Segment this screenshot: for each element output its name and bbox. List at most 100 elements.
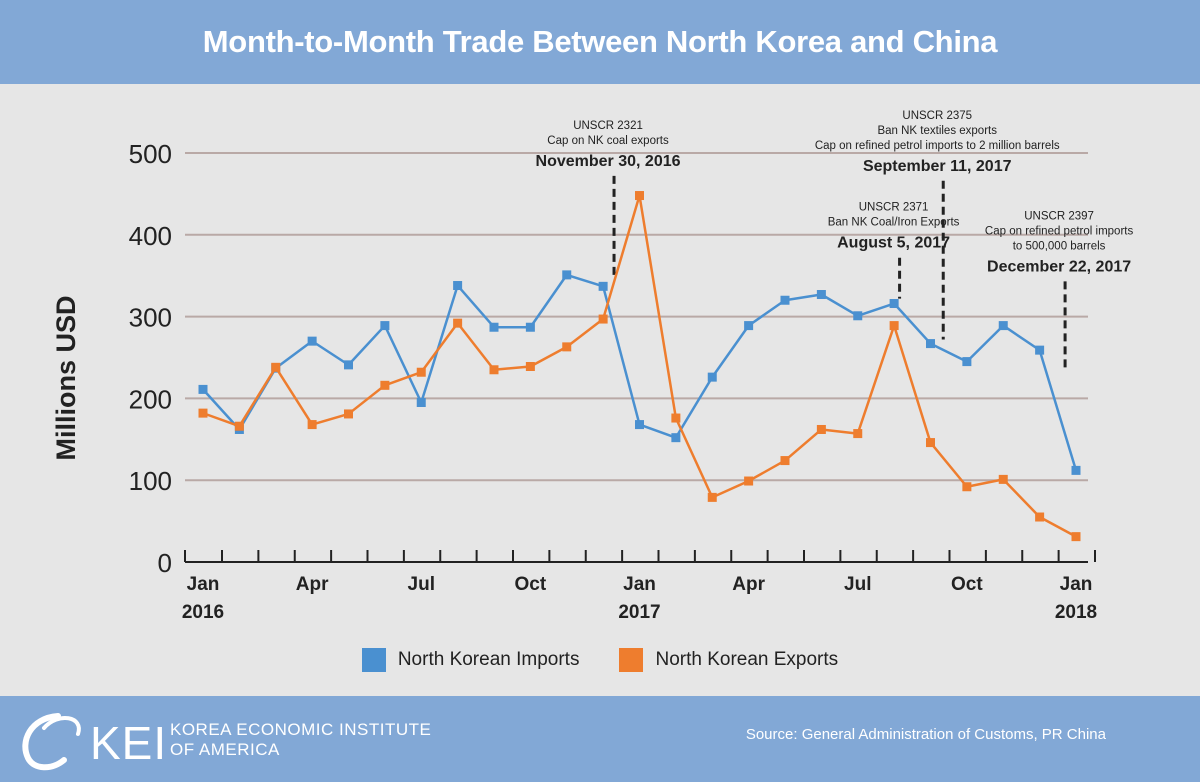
imports-point [416,397,426,407]
imports-swatch [361,648,386,672]
x-tick-label: 2016 [182,602,224,623]
imports-point [889,299,899,309]
imports-point [344,360,353,370]
annotation-date: August 5, 2017 [837,235,950,252]
imports-point [998,321,1008,331]
org-name-line2: OF AMERICA [170,740,280,759]
legend-item-imports: North Korean Imports [361,648,580,672]
imports-point [307,336,317,346]
imports-point [453,281,463,291]
x-tick-label: 2018 [1055,602,1097,623]
footer: KEI KOREA ECONOMIC INSTITUTE OF AMERICA … [0,696,1200,782]
chart-area: 0 100 200 300 400 500 Jan 2016 Apr Jul Oct Jan 2017 A… [0,84,1200,696]
annotation-text: Cap on refined petrol imports [985,225,1134,237]
x-tick-label: Apr [732,574,765,595]
exports-point [234,421,244,431]
exports-point [998,474,1008,484]
x-tick-label: Jan [623,574,656,595]
imports-line [202,273,1078,471]
x-tick-label: Oct [951,574,983,595]
imports-point [635,420,644,430]
legend-label-exports: North Korean Exports [655,649,839,670]
exports-point [926,438,935,448]
imports-point [816,290,826,300]
x-tick-label: Oct [515,574,547,595]
y-tick-label: 500 [129,139,172,169]
chart-title: Month-to-Month Trade Between North Korea… [202,24,998,59]
annotation-text: Ban NK textiles exports [877,125,997,137]
source-note: Source: General Administration of Custom… [745,726,1106,743]
exports-point [816,424,826,434]
imports-point [380,321,390,331]
imports-point [926,339,935,349]
x-tick-label: Jan [187,574,220,595]
imports-point [853,311,863,321]
y-axis-label: Millions USD [51,295,81,460]
exports-point [598,314,608,324]
exports-point [853,429,863,439]
exports-point [380,380,390,390]
legend: North Korean Imports North Korean Export… [0,648,1200,672]
annotation-date: November 30, 2016 [536,153,681,170]
annotation-date: September 11, 2017 [863,158,1012,175]
exports-point [453,318,463,328]
kei-swoosh-icon [22,713,81,771]
imports-point [780,295,790,305]
exports-swatch [619,648,644,672]
org-name-line1: KOREA ECONOMIC INSTITUTE [170,720,432,739]
title-banner: Month-to-Month Trade Between North Korea… [0,0,1200,84]
annotation-text: Ban NK Coal/Iron Exports [828,217,960,229]
imports-point [598,281,608,291]
annotation-text: Cap on NK coal exports [547,135,669,147]
x-tick-label: 2017 [618,602,660,623]
annotation-text: Cap on refined petrol imports to 2 milli… [815,140,1060,152]
imports-point [198,384,208,394]
line-chart: 0 100 200 300 400 500 Jan 2016 Apr Jul Oct Jan 2017 A… [51,110,1134,623]
y-tick-label: 0 [158,548,172,578]
imports-point [562,270,572,280]
imports-point [744,321,754,331]
imports-point [671,433,681,443]
exports-point [1035,512,1045,522]
exports-point [307,420,317,430]
x-tick-label: Apr [296,574,329,595]
y-tick-label: 200 [129,384,172,414]
annotation-date: December 22, 2017 [987,258,1131,275]
y-tick-label: 300 [129,303,172,333]
exports-point [271,362,281,372]
exports-point [962,482,972,492]
exports-point [344,409,353,419]
annotation-text: UNSCR 2321 [573,120,643,132]
exports-point [562,342,572,352]
imports-point [489,322,499,332]
annotation-text: UNSCR 2375 [902,110,972,122]
x-tick-label: Jul [408,574,435,595]
imports-point [1035,345,1045,355]
imports-point [962,357,972,367]
x-tick-label: Jan [1060,574,1093,595]
annotation-text: UNSCR 2371 [859,202,929,214]
imports-point [707,372,717,382]
y-tick-label: 100 [129,466,172,496]
org-name: KOREA ECONOMIC INSTITUTE OF AMERICA [170,720,431,760]
kei-logo[interactable]: KEI KOREA ECONOMIC INSTITUTE OF AMERICA [18,704,438,776]
legend-label-imports: North Korean Imports [397,649,580,670]
exports-point [635,191,644,201]
annotation-text: to 500,000 barrels [1013,240,1106,252]
exports-point [707,492,717,502]
x-tick-label: Jul [844,574,871,595]
exports-point [198,408,208,418]
imports-point [525,322,535,332]
exports-point [671,413,681,423]
exports-point [416,367,426,377]
exports-point [525,361,535,371]
imports-point [1071,465,1081,475]
logo-kei-text: KEI [90,717,168,769]
exports-point [744,476,754,486]
exports-point [780,456,790,466]
annotation-text: UNSCR 2397 [1024,210,1094,222]
y-tick-label: 400 [129,221,172,251]
exports-point [1071,532,1081,542]
exports-point [889,321,899,331]
legend-item-exports: North Korean Exports [619,648,838,672]
